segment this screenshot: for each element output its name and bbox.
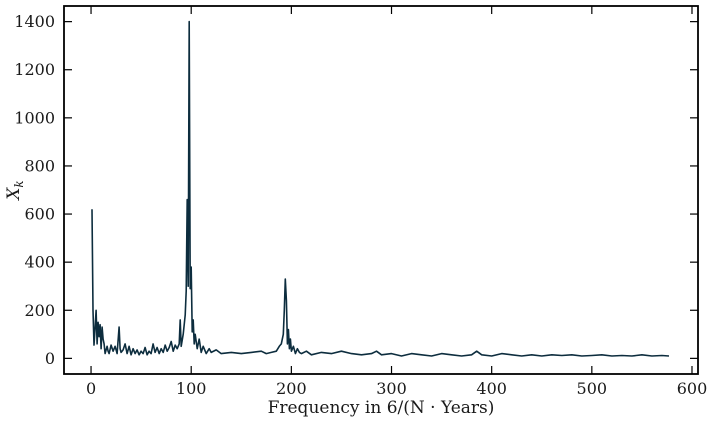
x-axis-ticks	[90, 6, 693, 374]
y-axis-tick-labels: 0 200 400 600 800 1000 1200 1400	[14, 12, 55, 368]
y-tick-label: 200	[24, 301, 55, 320]
series-line	[91, 20, 670, 357]
y-tick-label: 1000	[14, 108, 55, 127]
y-tick-label: 1400	[14, 12, 55, 31]
y-axis-label-subscript: k	[12, 180, 26, 187]
x-tick-label: 500	[577, 379, 608, 398]
x-axis-tick-labels: 0 100 200 300 400 500 600	[86, 379, 707, 398]
y-axis-label: Xk	[4, 180, 26, 201]
plot-frame	[63, 5, 699, 375]
y-axis-ticks	[64, 21, 698, 359]
y-tick-label: 400	[24, 253, 55, 272]
y-tick-label: 800	[24, 156, 55, 175]
y-tick-label: 600	[24, 205, 55, 224]
x-tick-label: 600	[677, 379, 708, 398]
x-axis-label: Frequency in 6/(N · Years)	[268, 398, 495, 418]
x-tick-label: 0	[86, 379, 96, 398]
x-tick-label: 300	[376, 379, 407, 398]
y-tick-label: 0	[45, 349, 55, 368]
y-tick-label: 1200	[14, 60, 55, 79]
x-tick-label: 100	[176, 379, 207, 398]
x-tick-label: 400	[476, 379, 507, 398]
y-axis-label-main: X	[4, 187, 24, 202]
x-tick-label: 200	[276, 379, 307, 398]
